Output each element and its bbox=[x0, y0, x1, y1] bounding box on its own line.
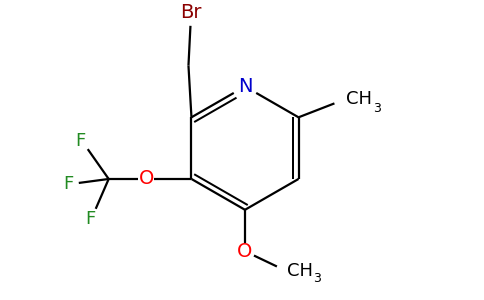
Text: CH: CH bbox=[287, 262, 313, 280]
Text: F: F bbox=[64, 175, 74, 193]
Text: O: O bbox=[237, 242, 253, 261]
Text: F: F bbox=[86, 210, 96, 228]
Text: O: O bbox=[139, 169, 154, 188]
Text: 3: 3 bbox=[313, 272, 321, 285]
Text: N: N bbox=[238, 77, 252, 96]
Text: Br: Br bbox=[180, 3, 201, 22]
Text: F: F bbox=[76, 132, 86, 150]
Text: CH: CH bbox=[347, 90, 372, 108]
Text: 3: 3 bbox=[373, 102, 381, 115]
